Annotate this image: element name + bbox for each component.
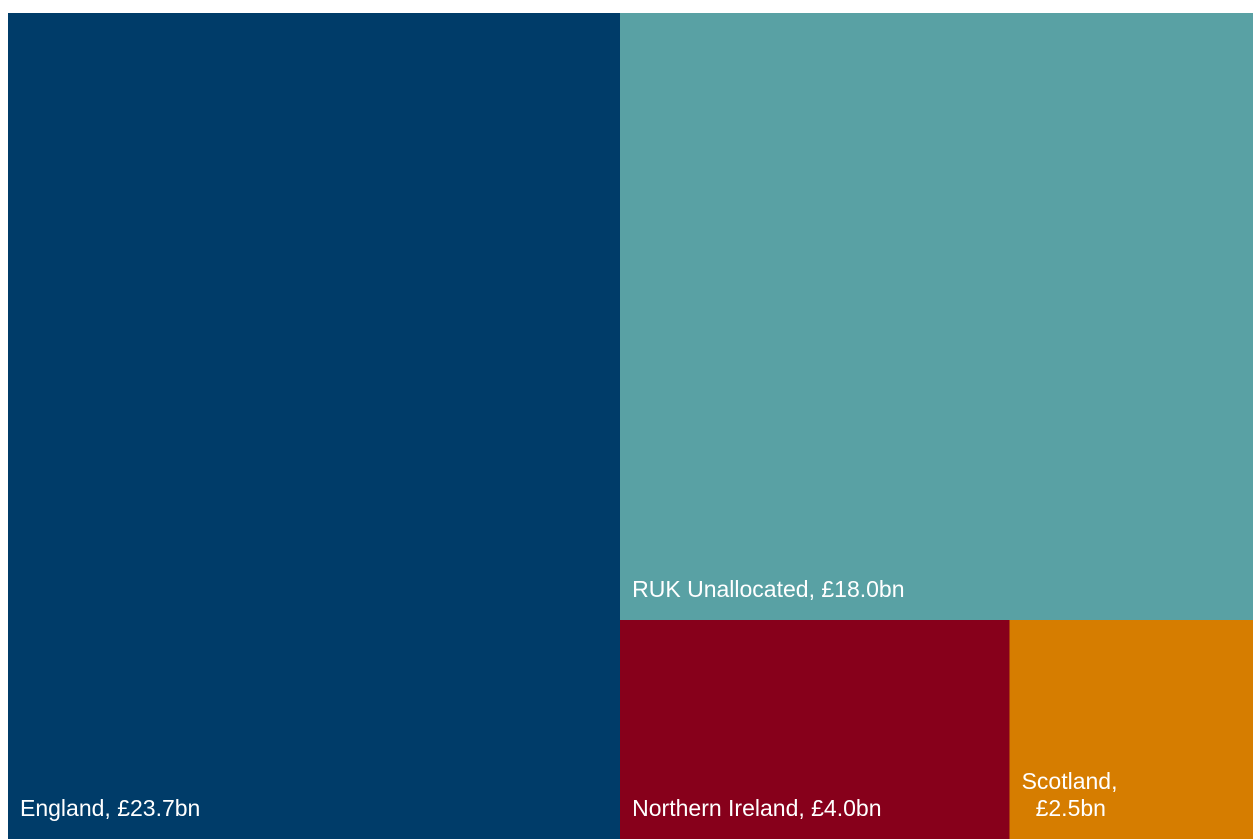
tile-label-line: Scotland, [1022, 768, 1118, 794]
tile-label-ruk-unallocated: RUK Unallocated, £18.0bn [632, 576, 904, 602]
tile-rect-scotland [1009, 619, 1253, 839]
tile-scotland: Scotland, £2.5bn [1009, 619, 1253, 839]
tile-northern-ireland: Northern Ireland, £4.0bn [620, 619, 1010, 839]
tile-ruk-unallocated: RUK Unallocated, £18.0bn [620, 13, 1253, 620]
tile-rect-ruk-unallocated [620, 13, 1253, 620]
tile-label-scotland: Scotland, £2.5bn [1022, 768, 1124, 821]
tile-england: England, £23.7bn [8, 13, 621, 839]
tile-label-northern-ireland: Northern Ireland, £4.0bn [632, 795, 881, 821]
tile-rect-england [8, 13, 621, 839]
tile-label-line: RUK Unallocated, £18.0bn [632, 576, 904, 602]
tile-label-line: £2.5bn [1036, 795, 1106, 821]
tile-rect-northern-ireland [620, 619, 1010, 839]
tile-label-england: England, £23.7bn [20, 795, 200, 821]
tile-label-line: Northern Ireland, £4.0bn [632, 795, 881, 821]
tile-label-line: England, £23.7bn [20, 795, 200, 821]
